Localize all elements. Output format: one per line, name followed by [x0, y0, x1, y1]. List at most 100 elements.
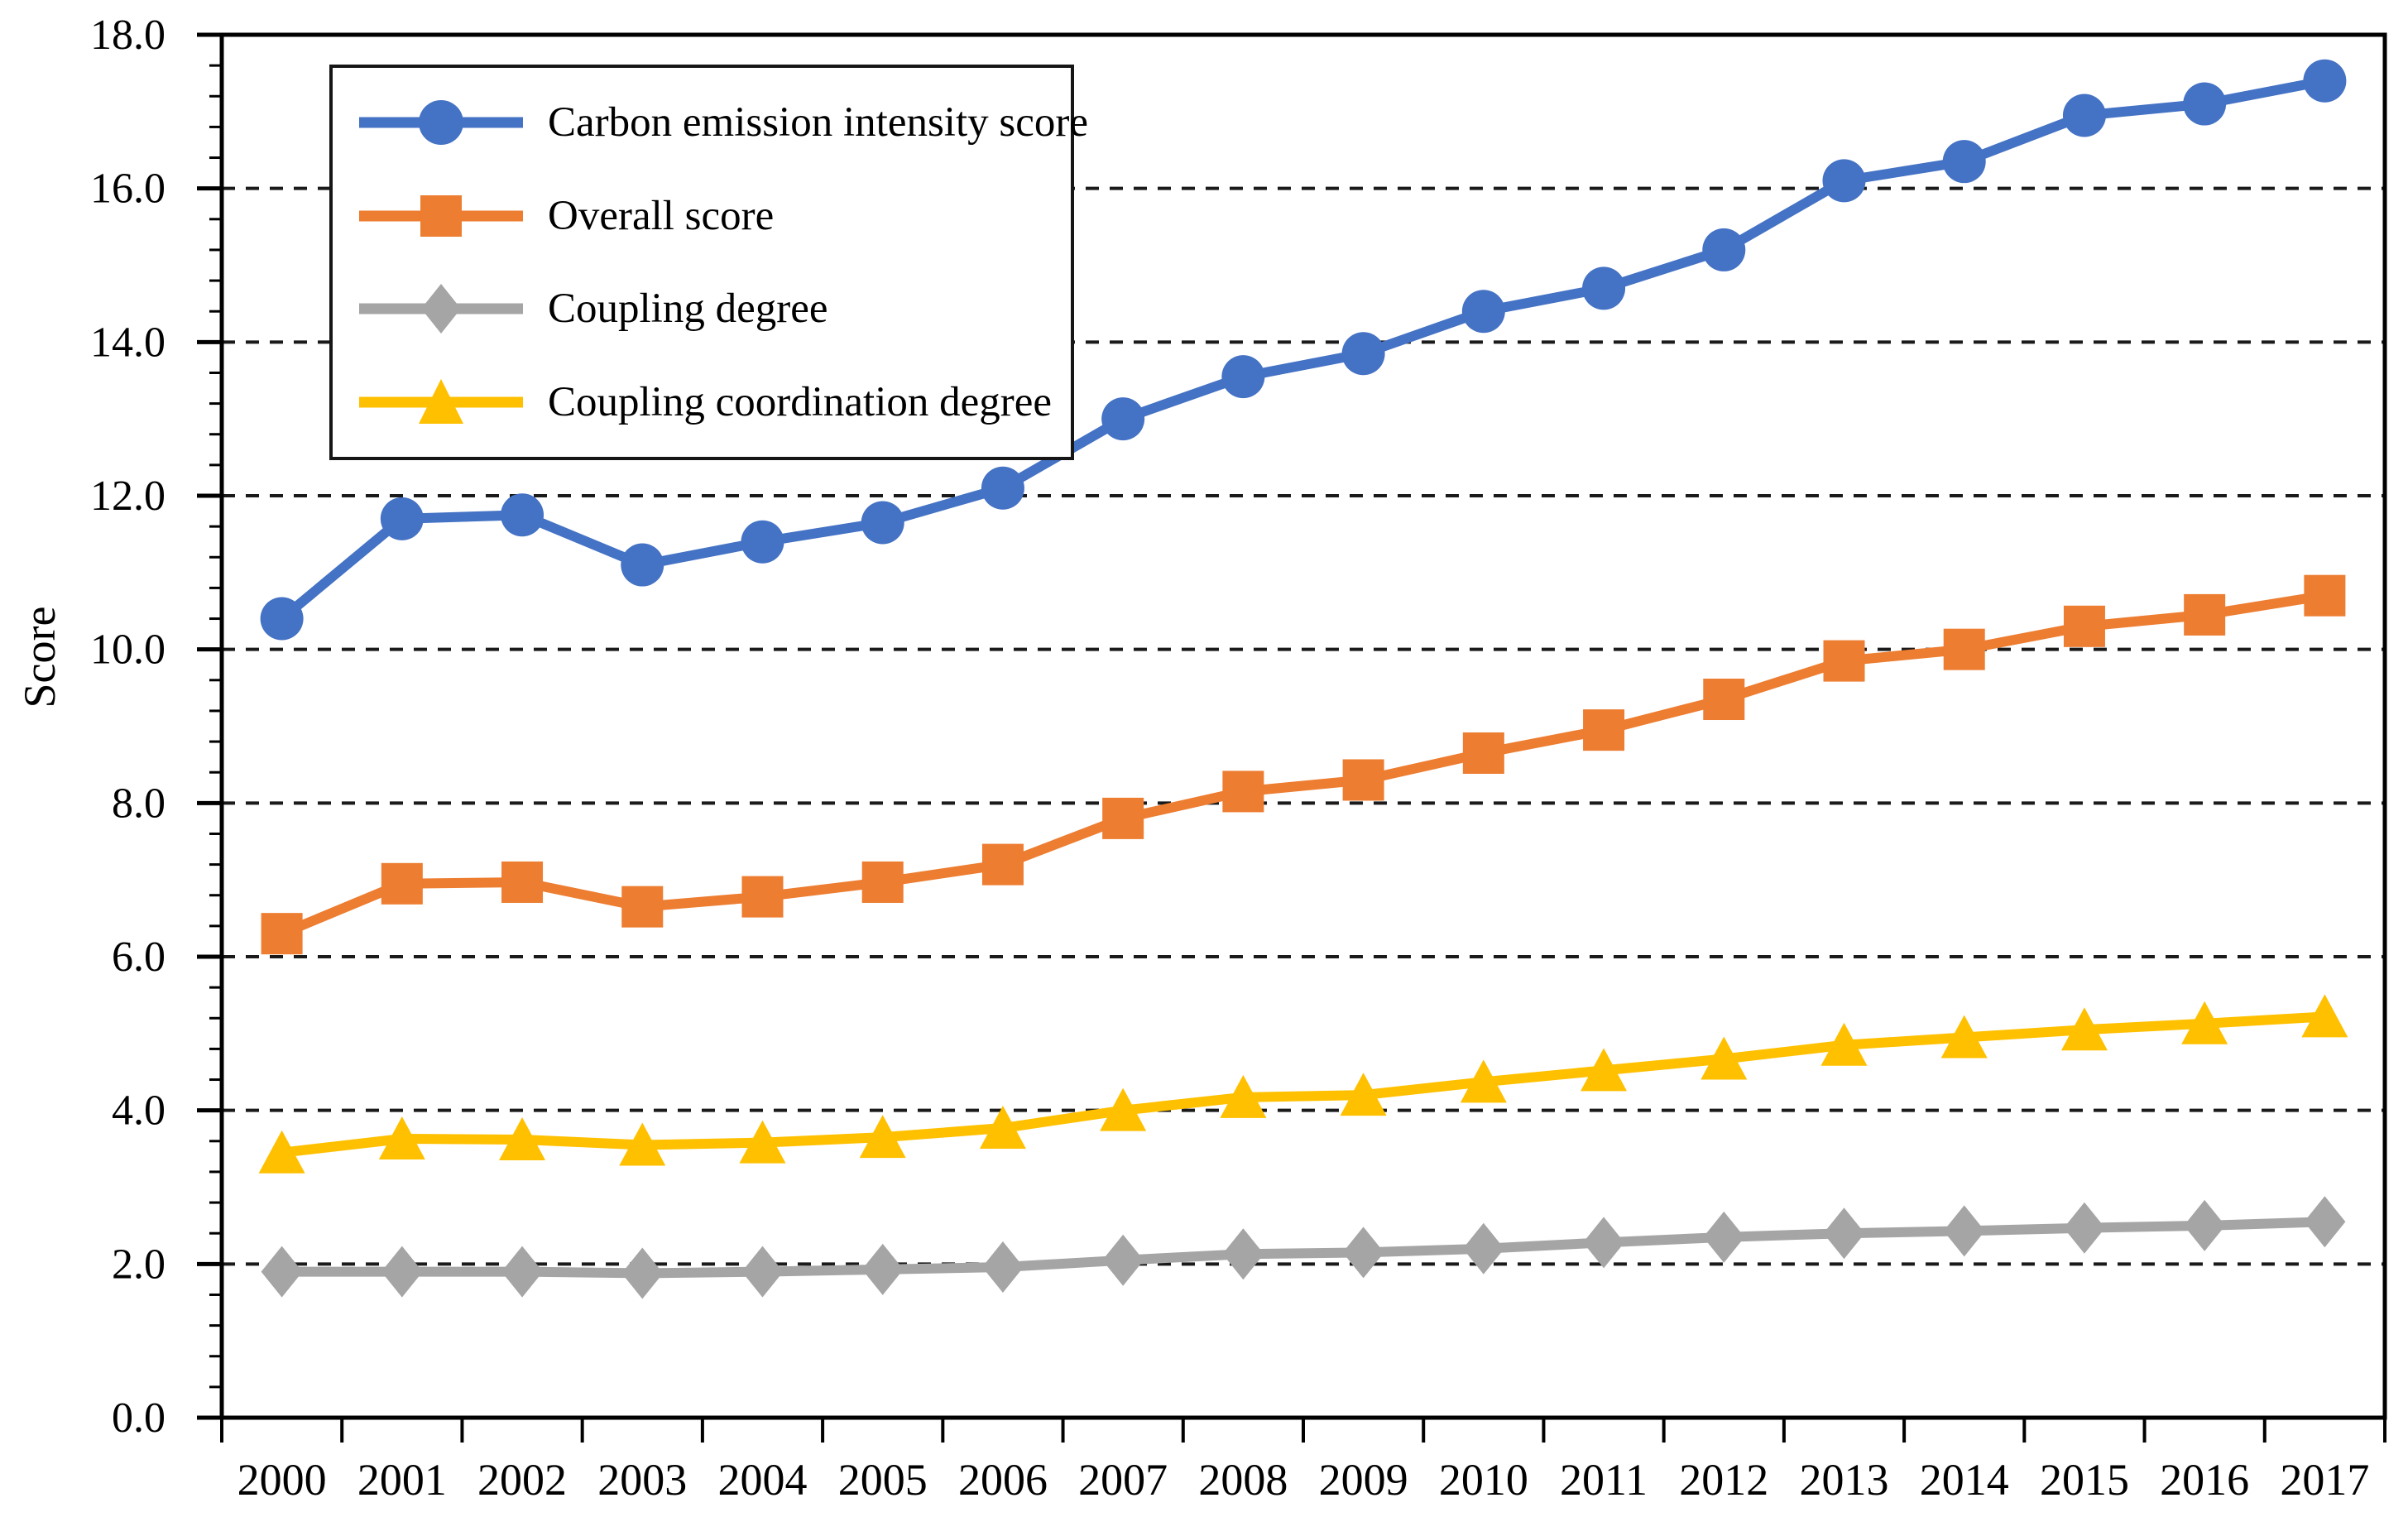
data-point	[2062, 94, 2106, 137]
diamond-marker-icon	[359, 284, 523, 334]
data-point	[741, 520, 784, 564]
x-axis-tick-label: 2009	[1319, 1455, 1408, 1505]
data-point	[2183, 82, 2227, 126]
data-point	[1703, 1211, 1745, 1263]
data-point	[1823, 1207, 1865, 1260]
x-axis-tick-label: 2017	[2280, 1455, 2369, 1505]
data-point	[739, 1120, 786, 1164]
data-point	[1101, 397, 1145, 441]
data-point	[501, 861, 544, 903]
legend-item-carbon-emission-intensity-score: Carbon emission intensity score	[354, 95, 1088, 150]
data-point	[380, 497, 424, 540]
x-axis-tick-label: 2005	[838, 1455, 928, 1505]
data-point	[1462, 732, 1504, 774]
y-axis-tick-label: 0.0	[112, 1395, 165, 1442]
data-point	[1461, 290, 1505, 334]
x-axis-tick-label: 2016	[2160, 1455, 2249, 1505]
legend-item-label: Overall score	[548, 192, 775, 239]
data-point	[261, 913, 303, 955]
data-point	[2060, 1007, 2108, 1051]
data-point	[258, 1130, 305, 1174]
x-axis-tick-label: 2015	[2040, 1455, 2129, 1505]
data-point	[621, 1247, 664, 1299]
data-point	[1702, 228, 1746, 271]
series-coupling-coordination-degree	[258, 994, 2348, 1174]
data-point	[861, 861, 904, 903]
circle-marker-icon	[359, 100, 523, 146]
data-point	[2301, 994, 2348, 1038]
data-point	[501, 1246, 544, 1298]
triangle-marker-icon	[359, 378, 523, 424]
y-axis-tick-label: 4.0	[112, 1087, 165, 1135]
x-axis-tick-label: 2011	[1560, 1455, 1648, 1505]
data-point	[2181, 1001, 2228, 1044]
data-point	[2063, 605, 2105, 647]
x-axis-tick-label: 2008	[1198, 1455, 1288, 1505]
data-point	[981, 1241, 1024, 1294]
data-point	[1102, 797, 1144, 839]
data-point	[1102, 1234, 1144, 1286]
data-point	[1221, 355, 1265, 399]
y-axis-tick-label: 16.0	[90, 166, 165, 213]
data-point	[1222, 771, 1264, 813]
x-axis-tick-label: 2007	[1078, 1455, 1168, 1505]
data-point	[1940, 1015, 1988, 1059]
y-axis-tick-label: 18.0	[90, 12, 165, 59]
data-point	[1340, 1073, 1387, 1116]
legend-item-coupling-degree: Coupling degree	[354, 281, 1049, 336]
x-axis-tick-label: 2002	[477, 1455, 567, 1505]
data-point	[619, 1122, 666, 1166]
data-point	[381, 1246, 423, 1298]
data-point	[1703, 679, 1745, 721]
data-point	[861, 501, 904, 545]
x-axis-tick-label: 2003	[597, 1455, 687, 1505]
x-axis-tick-label: 2014	[1920, 1455, 2009, 1505]
series-carbon-emission-intensity-score	[260, 59, 2347, 641]
data-point	[1460, 1059, 1507, 1103]
x-axis-tick-label: 2000	[237, 1455, 327, 1505]
data-point	[741, 876, 784, 918]
data-point	[2303, 59, 2347, 103]
data-point	[1220, 1074, 1267, 1118]
legend-item-label: Coupling coordination degree	[548, 378, 1053, 425]
data-point	[1342, 1227, 1384, 1279]
data-point	[261, 1246, 303, 1298]
x-axis-tick-label: 2004	[718, 1455, 808, 1505]
y-axis-title: Score	[15, 606, 65, 708]
legend-item-label: Coupling degree	[548, 286, 828, 333]
x-axis-tick-label: 2012	[1679, 1455, 1768, 1505]
data-point	[1943, 1205, 1985, 1257]
data-point	[499, 1116, 546, 1160]
data-point	[1581, 1048, 1628, 1092]
data-point	[2063, 1202, 2105, 1254]
legend-item-overall-score: Overall score	[354, 189, 1049, 243]
data-point	[1820, 1022, 1868, 1066]
data-point	[981, 843, 1024, 886]
data-point	[741, 1246, 784, 1298]
y-axis-tick-label: 10.0	[90, 626, 165, 674]
data-point	[1341, 332, 1385, 376]
data-point	[979, 1106, 1026, 1150]
data-point	[1583, 709, 1625, 751]
data-point	[621, 543, 664, 587]
series-overall-score	[261, 574, 2346, 955]
x-axis-tick-label: 2010	[1439, 1455, 1528, 1505]
data-point	[2184, 593, 2226, 636]
data-point	[1222, 1228, 1264, 1280]
y-axis: 0.0 2.0 4.0 6.0 8.0 10.0 12.0 14.0 16.0 18.0	[90, 12, 222, 1442]
data-point	[859, 1115, 906, 1159]
data-point	[2304, 574, 2346, 617]
data-point	[260, 597, 304, 641]
data-point	[1462, 1222, 1504, 1275]
y-axis-tick-label: 8.0	[112, 780, 165, 827]
data-point	[1822, 159, 1866, 203]
y-axis-tick-label: 6.0	[112, 934, 165, 981]
y-axis-tick-label: 2.0	[112, 1241, 165, 1288]
data-point	[1342, 759, 1384, 801]
data-point	[381, 862, 423, 905]
data-point	[1100, 1087, 1147, 1131]
x-axis-tick-label: 2001	[357, 1455, 447, 1505]
x-axis: 2000 2001 2002 2003 2004 2005 2006 2007 2008 2009…	[220, 1418, 2386, 1505]
